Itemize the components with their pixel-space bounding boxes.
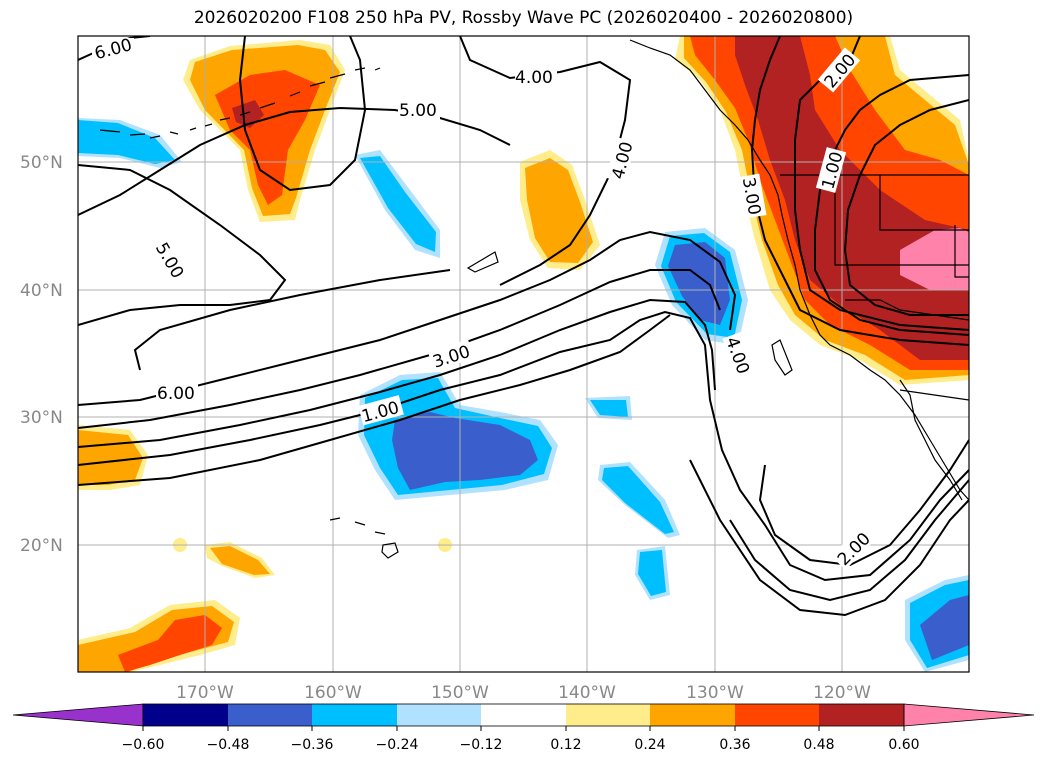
colorbar-tick-5: −0.12 (460, 737, 503, 753)
shade-positive-aleutians (183, 40, 345, 222)
colorbar-tick-8: 0.36 (719, 737, 750, 753)
colorbar-tick-2: −0.48 (207, 737, 250, 753)
shade-negative-subtropical (358, 372, 558, 500)
colorbar-tick-9: 0.48 (803, 737, 834, 753)
lon-label-130w: 130°W (686, 683, 744, 703)
colorbar-tick-10: 0.60 (888, 737, 919, 753)
colorbar-tick-3: −0.36 (291, 737, 334, 753)
colorbar-bin-8 (735, 704, 819, 726)
shade-negative-north-central (355, 150, 440, 258)
gridlines (78, 36, 969, 672)
colorbar-bin-7 (650, 704, 735, 726)
colorbar-extend-max (903, 703, 1035, 727)
lat-label-30: 30°N (20, 408, 63, 428)
lat-label-50: 50°N (20, 153, 63, 173)
colorbar-tick-7: 0.24 (634, 737, 665, 753)
coastlines (99, 39, 969, 559)
colorbar-bin-5 (481, 704, 566, 726)
colorbar-bin-6 (566, 704, 650, 726)
contour-label-4-top: 4.00 (515, 68, 553, 88)
lon-labels: 170°W 160°W 150°W 140°W 130°W 120°W (176, 683, 871, 703)
shade-positive-hawaii (173, 538, 452, 578)
contour-label-5-top: 5.00 (399, 101, 437, 121)
lon-label-140w: 140°W (558, 683, 616, 703)
shade-negative-small-patches (585, 396, 969, 672)
colorbar-bin-4 (397, 704, 481, 726)
colorbar-extend-min (12, 703, 144, 727)
colorbar-bin-2 (228, 704, 312, 726)
colorbar: −0.60 −0.48 −0.36 −0.24 −0.12 0.12 0.24 … (12, 703, 1035, 753)
map-frame (77, 35, 970, 673)
lon-label-170w: 170°W (176, 683, 234, 703)
colorbar-bin-3 (312, 704, 397, 726)
shade-positive-southwest (78, 600, 240, 672)
lat-label-20: 20°N (20, 536, 63, 556)
colorbar-bin-1 (143, 704, 228, 726)
pv-contours (78, 36, 969, 617)
map-title: 2026020200 F108 250 hPa PV, Rossby Wave … (193, 8, 854, 28)
colorbar-tick-1: −0.60 (122, 737, 165, 753)
lon-label-160w: 160°W (304, 683, 362, 703)
colorbar-tick-4: −0.24 (376, 737, 419, 753)
contour-label-6-left: 6.00 (157, 384, 195, 404)
colorbar-bin-9 (819, 704, 904, 726)
lat-label-40: 40°N (20, 281, 63, 301)
lon-label-120w: 120°W (813, 683, 871, 703)
lat-labels: 50°N 40°N 30°N 20°N (20, 153, 63, 556)
lon-label-150w: 150°W (431, 683, 489, 703)
colorbar-tick-6: 0.12 (550, 737, 581, 753)
